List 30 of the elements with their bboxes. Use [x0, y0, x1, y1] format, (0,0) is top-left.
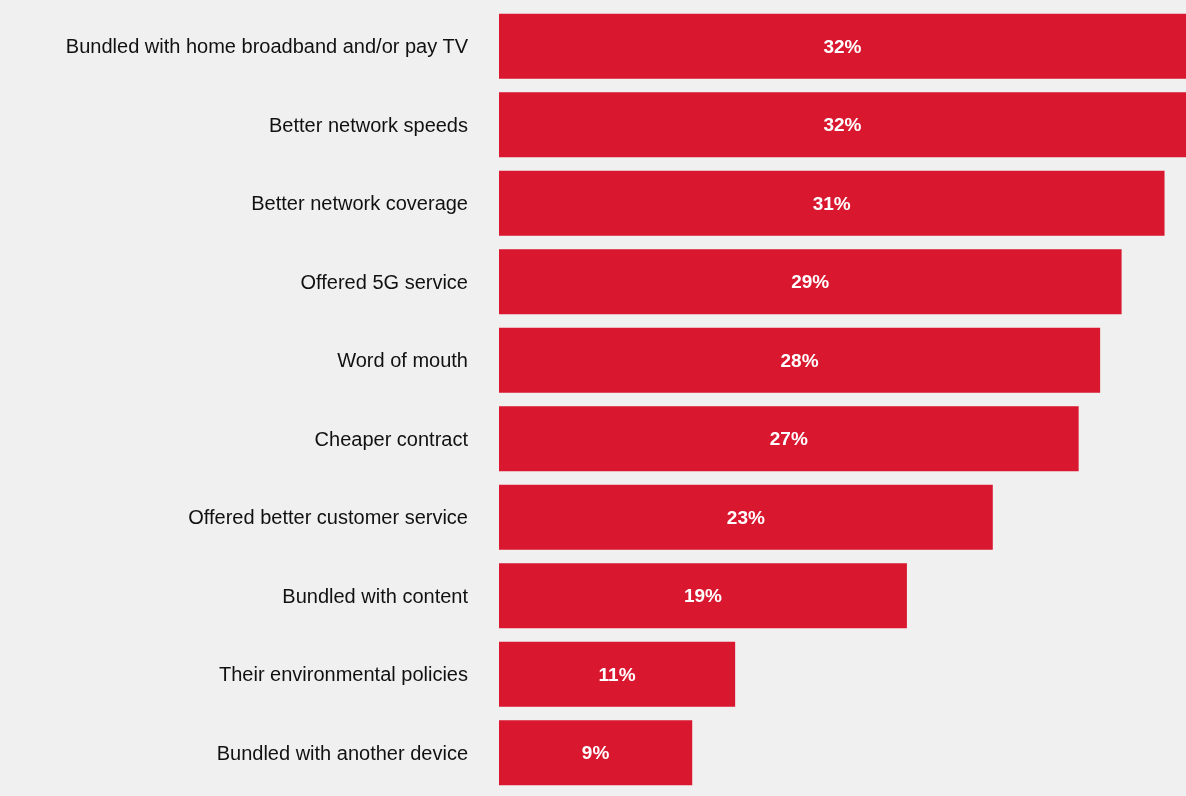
- data-label: 29%: [791, 271, 830, 293]
- data-label: 31%: [812, 192, 851, 214]
- data-label: 23%: [726, 506, 765, 528]
- y-tick-label: Bundled with home broadband and/or pay TV: [65, 35, 469, 58]
- data-label: 19%: [683, 585, 723, 607]
- y-tick-label: Bundled with content: [282, 584, 469, 607]
- bar: [499, 249, 1122, 315]
- y-tick-label: Cheaper contract: [314, 427, 469, 450]
- y-tick-label: Better network coverage: [251, 192, 468, 215]
- data-label: 27%: [769, 428, 808, 450]
- bar: [499, 13, 1186, 79]
- data-label: 32%: [823, 114, 862, 136]
- y-tick-label: Word of mouth: [337, 349, 468, 372]
- data-label: 9%: [581, 742, 610, 764]
- bar: [499, 406, 1079, 472]
- bar: [499, 92, 1186, 158]
- bar: [499, 327, 1101, 393]
- data-label: 32%: [823, 35, 862, 57]
- data-label: 11%: [598, 663, 636, 685]
- y-tick-label: Offered 5G service: [300, 270, 468, 293]
- bar: [499, 170, 1165, 236]
- data-label: 28%: [780, 349, 819, 371]
- y-tick-label: Offered better customer service: [188, 506, 468, 529]
- bar: [499, 484, 993, 550]
- bar: [499, 563, 907, 629]
- bar: [499, 641, 736, 707]
- y-tick-label: Their environmental policies: [218, 663, 468, 686]
- y-tick-label: Better network speeds: [269, 113, 468, 136]
- y-tick-label: Bundled with another device: [216, 741, 468, 764]
- bar: [499, 720, 693, 786]
